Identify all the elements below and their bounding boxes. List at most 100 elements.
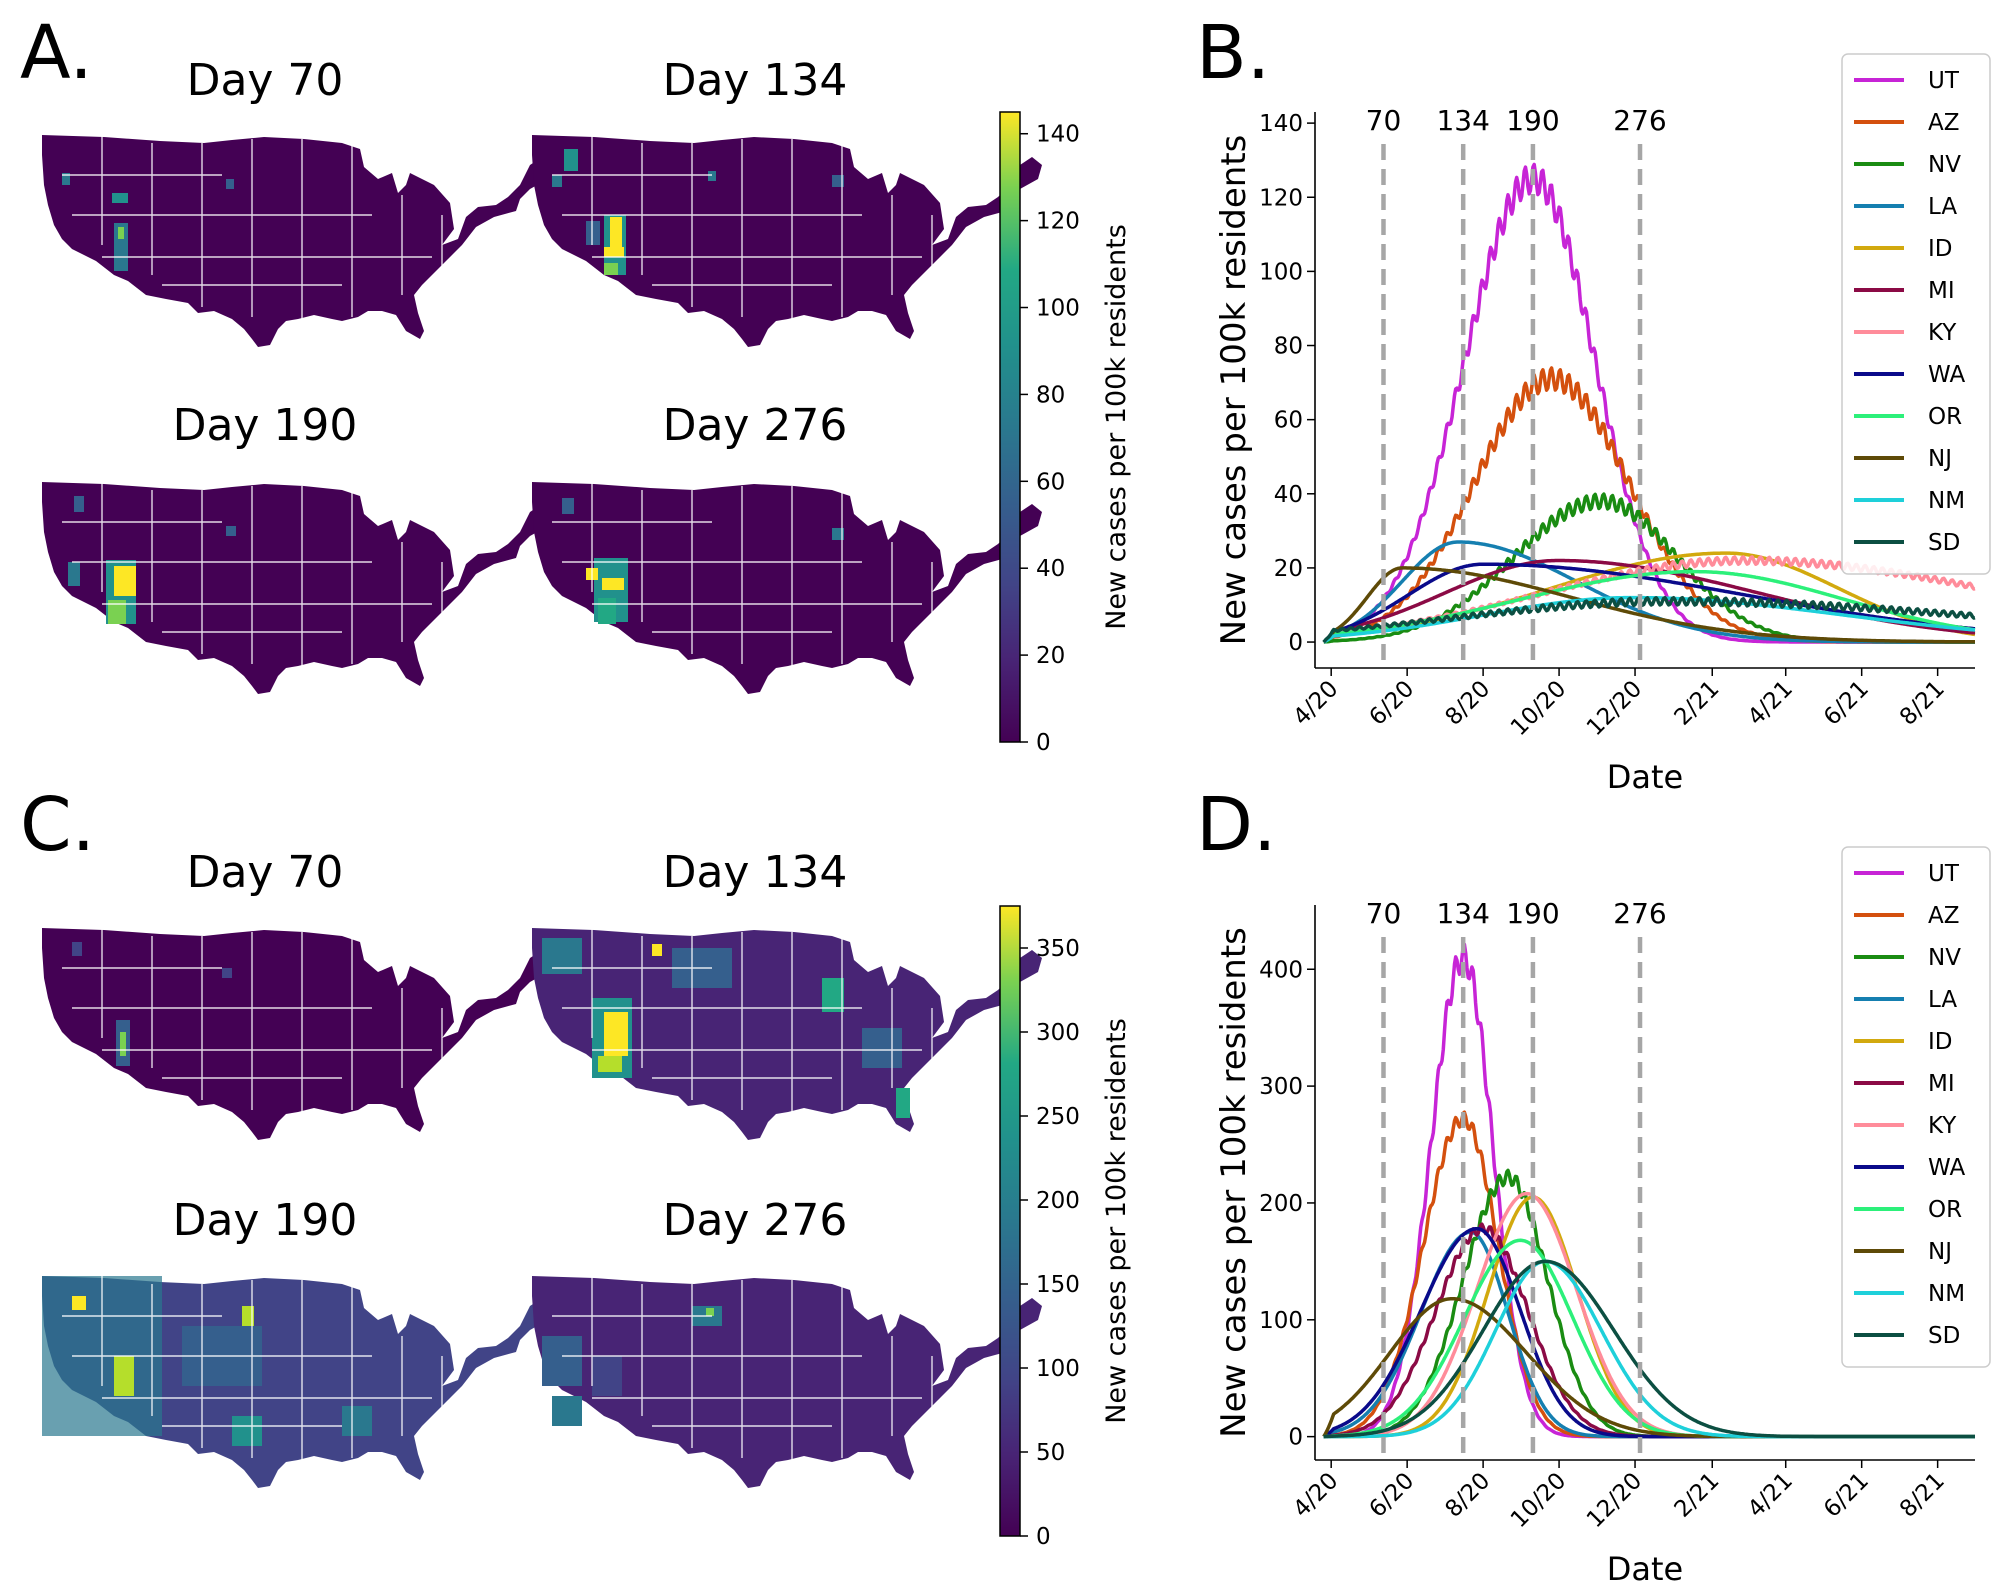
legend-label: ID xyxy=(1928,236,1953,262)
legend: UT AZ NV LA ID MI KY WA OR NJ NM SD xyxy=(1841,53,1991,575)
y-tick-label: 80 xyxy=(1274,334,1303,360)
map-title: Day 70 xyxy=(187,847,344,898)
legend-label: NM xyxy=(1928,488,1965,514)
y-tick-label: 300 xyxy=(1259,1074,1303,1100)
x-tick-label: 12/20 xyxy=(1582,1468,1647,1533)
reference-line-label: 70 xyxy=(1366,104,1402,137)
line-chart-d: 0 100 200 300 400 4/20 6/20 8/20 10/20 12/20 2/21 4… xyxy=(1214,846,1991,1588)
colorbar-tick-label: 100 xyxy=(1036,1356,1080,1382)
map-title: Day 190 xyxy=(173,400,358,451)
map-title: Day 70 xyxy=(187,55,344,106)
y-tick-label: 40 xyxy=(1274,482,1303,508)
colorbar-tick-label: 100 xyxy=(1036,296,1080,322)
legend-label: NJ xyxy=(1928,1239,1952,1265)
legend-label: AZ xyxy=(1928,903,1960,929)
y-tick-label: 20 xyxy=(1274,556,1303,582)
x-tick-label: 10/20 xyxy=(1506,1468,1571,1533)
us-map xyxy=(532,482,1042,694)
line-chart-b: 0 20 40 60 80 100 120 140 4/20 6/20 8/20 10/20 12/20… xyxy=(1214,53,1991,796)
colorbar-label: New cases per 100k residents xyxy=(1101,224,1132,630)
map-title: Day 134 xyxy=(663,847,848,898)
legend-label: KY xyxy=(1928,1113,1957,1139)
x-tick-label: 2/21 xyxy=(1670,1468,1725,1523)
y-tick-label: 100 xyxy=(1259,1308,1303,1334)
legend-label: LA xyxy=(1928,194,1957,220)
y-tick-label: 0 xyxy=(1288,1425,1303,1451)
map-panel-a: Day 70 Day 134 Day 190 Day 276 xyxy=(42,55,1042,694)
x-tick-label: 4/20 xyxy=(1289,1468,1344,1523)
x-axis-label: Date xyxy=(1607,758,1683,796)
colorbar-a: 0 20 40 60 80 100 120 140 New cases per 100k re… xyxy=(999,111,1132,756)
panel-letter-c: C. xyxy=(20,782,95,868)
map-title: Day 190 xyxy=(173,1195,358,1246)
colorbar-tick-label: 350 xyxy=(1036,936,1080,962)
x-axis-label: Date xyxy=(1607,1550,1683,1588)
reference-line-label: 134 xyxy=(1436,897,1489,930)
x-tick-label: 8/20 xyxy=(1440,676,1495,731)
legend-label: AZ xyxy=(1928,110,1960,136)
colorbar-label: New cases per 100k residents xyxy=(1101,1018,1132,1424)
us-map xyxy=(532,135,1042,347)
legend-frame xyxy=(1841,846,1991,1368)
us-map xyxy=(42,135,552,347)
y-tick-label: 120 xyxy=(1259,185,1303,211)
legend-label: SD xyxy=(1928,1323,1960,1349)
legend-label: WA xyxy=(1928,362,1965,388)
legend-label: WA xyxy=(1928,1155,1965,1181)
x-tick-label: 4/21 xyxy=(1743,1468,1798,1523)
colorbar-tick-label: 60 xyxy=(1036,469,1065,495)
panel-letter-d: D. xyxy=(1196,782,1277,868)
x-tick-label: 10/20 xyxy=(1506,676,1571,741)
legend-label: NM xyxy=(1928,1281,1965,1307)
series-line xyxy=(1322,566,1976,644)
colorbar-tick-label: 20 xyxy=(1036,643,1065,669)
y-tick-label: 200 xyxy=(1259,1191,1303,1217)
colorbar-tick-label: 120 xyxy=(1036,209,1080,235)
colorbar-c: 0 50 100 150 200 250 300 350 New cases per 100k… xyxy=(999,905,1132,1550)
legend-label: MI xyxy=(1928,278,1955,304)
x-tick-label: 8/20 xyxy=(1440,1468,1495,1523)
reference-line-label: 276 xyxy=(1613,104,1666,137)
colorbar-tick-label: 250 xyxy=(1036,1104,1080,1130)
legend-label: UT xyxy=(1928,861,1960,887)
legend: UT AZ NV LA ID MI KY WA OR NJ NM SD xyxy=(1841,846,1991,1368)
y-tick-label: 100 xyxy=(1259,259,1303,285)
panel-letter-b: B. xyxy=(1196,10,1270,96)
us-map xyxy=(42,928,552,1140)
legend-label: OR xyxy=(1928,404,1962,430)
x-tick-label: 8/21 xyxy=(1895,676,1950,731)
series-line xyxy=(1322,562,1976,644)
x-tick-label: 2/21 xyxy=(1670,676,1725,731)
y-axis-label: New cases per 100k residents xyxy=(1214,927,1254,1438)
us-map xyxy=(42,482,552,694)
colorbar-tick-label: 0 xyxy=(1036,1524,1051,1550)
x-tick-label: 6/20 xyxy=(1364,1468,1419,1523)
legend-label: OR xyxy=(1928,1197,1962,1223)
y-tick-label: 140 xyxy=(1259,111,1303,137)
colorbar-tick-label: 40 xyxy=(1036,556,1065,582)
colorbar-ticks: 0 50 100 150 200 250 300 350 xyxy=(1020,936,1080,1550)
us-map xyxy=(532,1276,1042,1488)
colorbar-tick-label: 140 xyxy=(1036,122,1080,148)
reference-line-label: 134 xyxy=(1436,104,1489,137)
reference-line-label: 276 xyxy=(1613,897,1666,930)
colorbar-tick-label: 80 xyxy=(1036,382,1065,408)
x-tick-label: 12/20 xyxy=(1582,676,1647,741)
legend-label: NV xyxy=(1928,945,1961,971)
reference-line-label: 190 xyxy=(1506,897,1559,930)
map-panel-c: Day 70 Day 134 Day 190 Day 276 xyxy=(42,847,1042,1488)
y-tick-label: 60 xyxy=(1274,408,1303,434)
colorbar-ticks: 0 20 40 60 80 100 120 140 xyxy=(1020,122,1080,756)
series-line xyxy=(1322,595,1976,644)
legend-label: NJ xyxy=(1928,446,1952,472)
map-title: Day 276 xyxy=(663,1195,848,1246)
map-title: Day 276 xyxy=(663,400,848,451)
us-map xyxy=(532,928,1042,1140)
y-tick-label: 0 xyxy=(1288,630,1303,656)
y-tick-label: 400 xyxy=(1259,957,1303,983)
legend-label: SD xyxy=(1928,530,1960,556)
legend-label: ID xyxy=(1928,1029,1953,1055)
us-map xyxy=(42,1276,552,1488)
legend-label: UT xyxy=(1928,68,1960,94)
panel-letter-a: A. xyxy=(20,10,93,96)
